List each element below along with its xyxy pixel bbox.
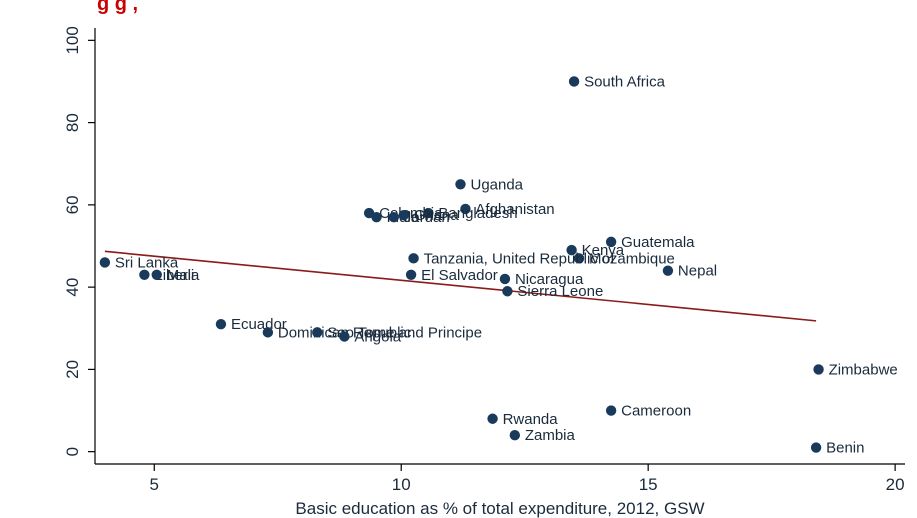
chart-title-fragment: g g , <box>97 0 139 15</box>
data-point <box>405 269 417 280</box>
y-tick-label: 0 <box>63 447 82 456</box>
data-point <box>455 179 466 190</box>
data-point <box>460 203 471 215</box>
data-point <box>139 269 150 280</box>
y-tick-label: 80 <box>63 113 82 132</box>
data-point <box>813 364 824 375</box>
data-point <box>423 207 434 219</box>
fitted-line <box>104 250 817 322</box>
point-label: Mali <box>167 267 195 284</box>
x-tick-label: 5 <box>150 475 159 494</box>
y-tick-label: 20 <box>63 360 82 379</box>
data-point <box>151 269 162 280</box>
point-label: Nicaragua <box>515 271 584 288</box>
data-point <box>810 442 822 453</box>
point-label: Rwanda <box>503 411 559 428</box>
x-tick-label: 20 <box>886 475 905 494</box>
data-point <box>605 236 617 248</box>
data-point <box>339 331 350 342</box>
point-label: Angola <box>354 328 401 345</box>
data-point <box>99 257 111 268</box>
point-label: Sierra Leone <box>517 283 603 300</box>
point-label: Zimbabwe <box>829 361 898 378</box>
data-point <box>398 209 409 221</box>
data-point <box>388 212 400 223</box>
point-label: Uganda <box>470 176 523 193</box>
point-label: Ecuador <box>231 316 287 333</box>
fit-line-group <box>104 250 817 322</box>
point-label: Afghanistan <box>475 201 554 218</box>
data-point <box>371 212 382 223</box>
x-tick-label: 10 <box>392 475 411 494</box>
point-label: Jordan <box>404 209 450 226</box>
x-axis-title: Basic education as % of total expenditur… <box>295 499 704 518</box>
point-label: Cameroon <box>621 403 691 420</box>
point-label: Bangladesh <box>438 205 517 222</box>
point-label: Mozambique <box>589 250 675 267</box>
point-label: Guatemala <box>621 234 695 251</box>
data-point <box>215 318 227 330</box>
data-point <box>573 253 585 264</box>
x-tick-label: 15 <box>639 475 658 494</box>
point-label: Kenya <box>582 242 625 259</box>
point-label: Sri Lanka <box>115 254 179 271</box>
point-label: El Salvador <box>421 267 498 284</box>
data-point <box>662 265 674 276</box>
data-point <box>408 253 419 264</box>
point-label: Benin <box>826 440 864 457</box>
y-tick-label: 40 <box>63 278 82 297</box>
point-label: Ghana <box>414 207 460 224</box>
data-point <box>605 405 617 416</box>
point-label: Sao Tome and Principe <box>327 324 482 341</box>
y-tick-label: 100 <box>63 26 82 54</box>
point-label: Nepal <box>678 263 717 280</box>
data-point <box>262 327 274 338</box>
data-point <box>487 413 498 424</box>
point-label: Zambia <box>525 427 576 444</box>
point-label: Tanzania, United Republic of <box>424 250 616 267</box>
data-point <box>568 76 580 87</box>
data-point <box>566 244 577 256</box>
data-point <box>499 273 511 285</box>
axes: 5 10 15 20 0 20 40 60 80 100 <box>63 26 905 494</box>
data-point <box>312 327 323 338</box>
y-tick-label: 60 <box>63 195 82 214</box>
data-point <box>502 286 513 297</box>
point-label: Liberia <box>154 267 200 284</box>
point-label: South Africa <box>584 73 666 90</box>
data-point <box>509 430 521 441</box>
